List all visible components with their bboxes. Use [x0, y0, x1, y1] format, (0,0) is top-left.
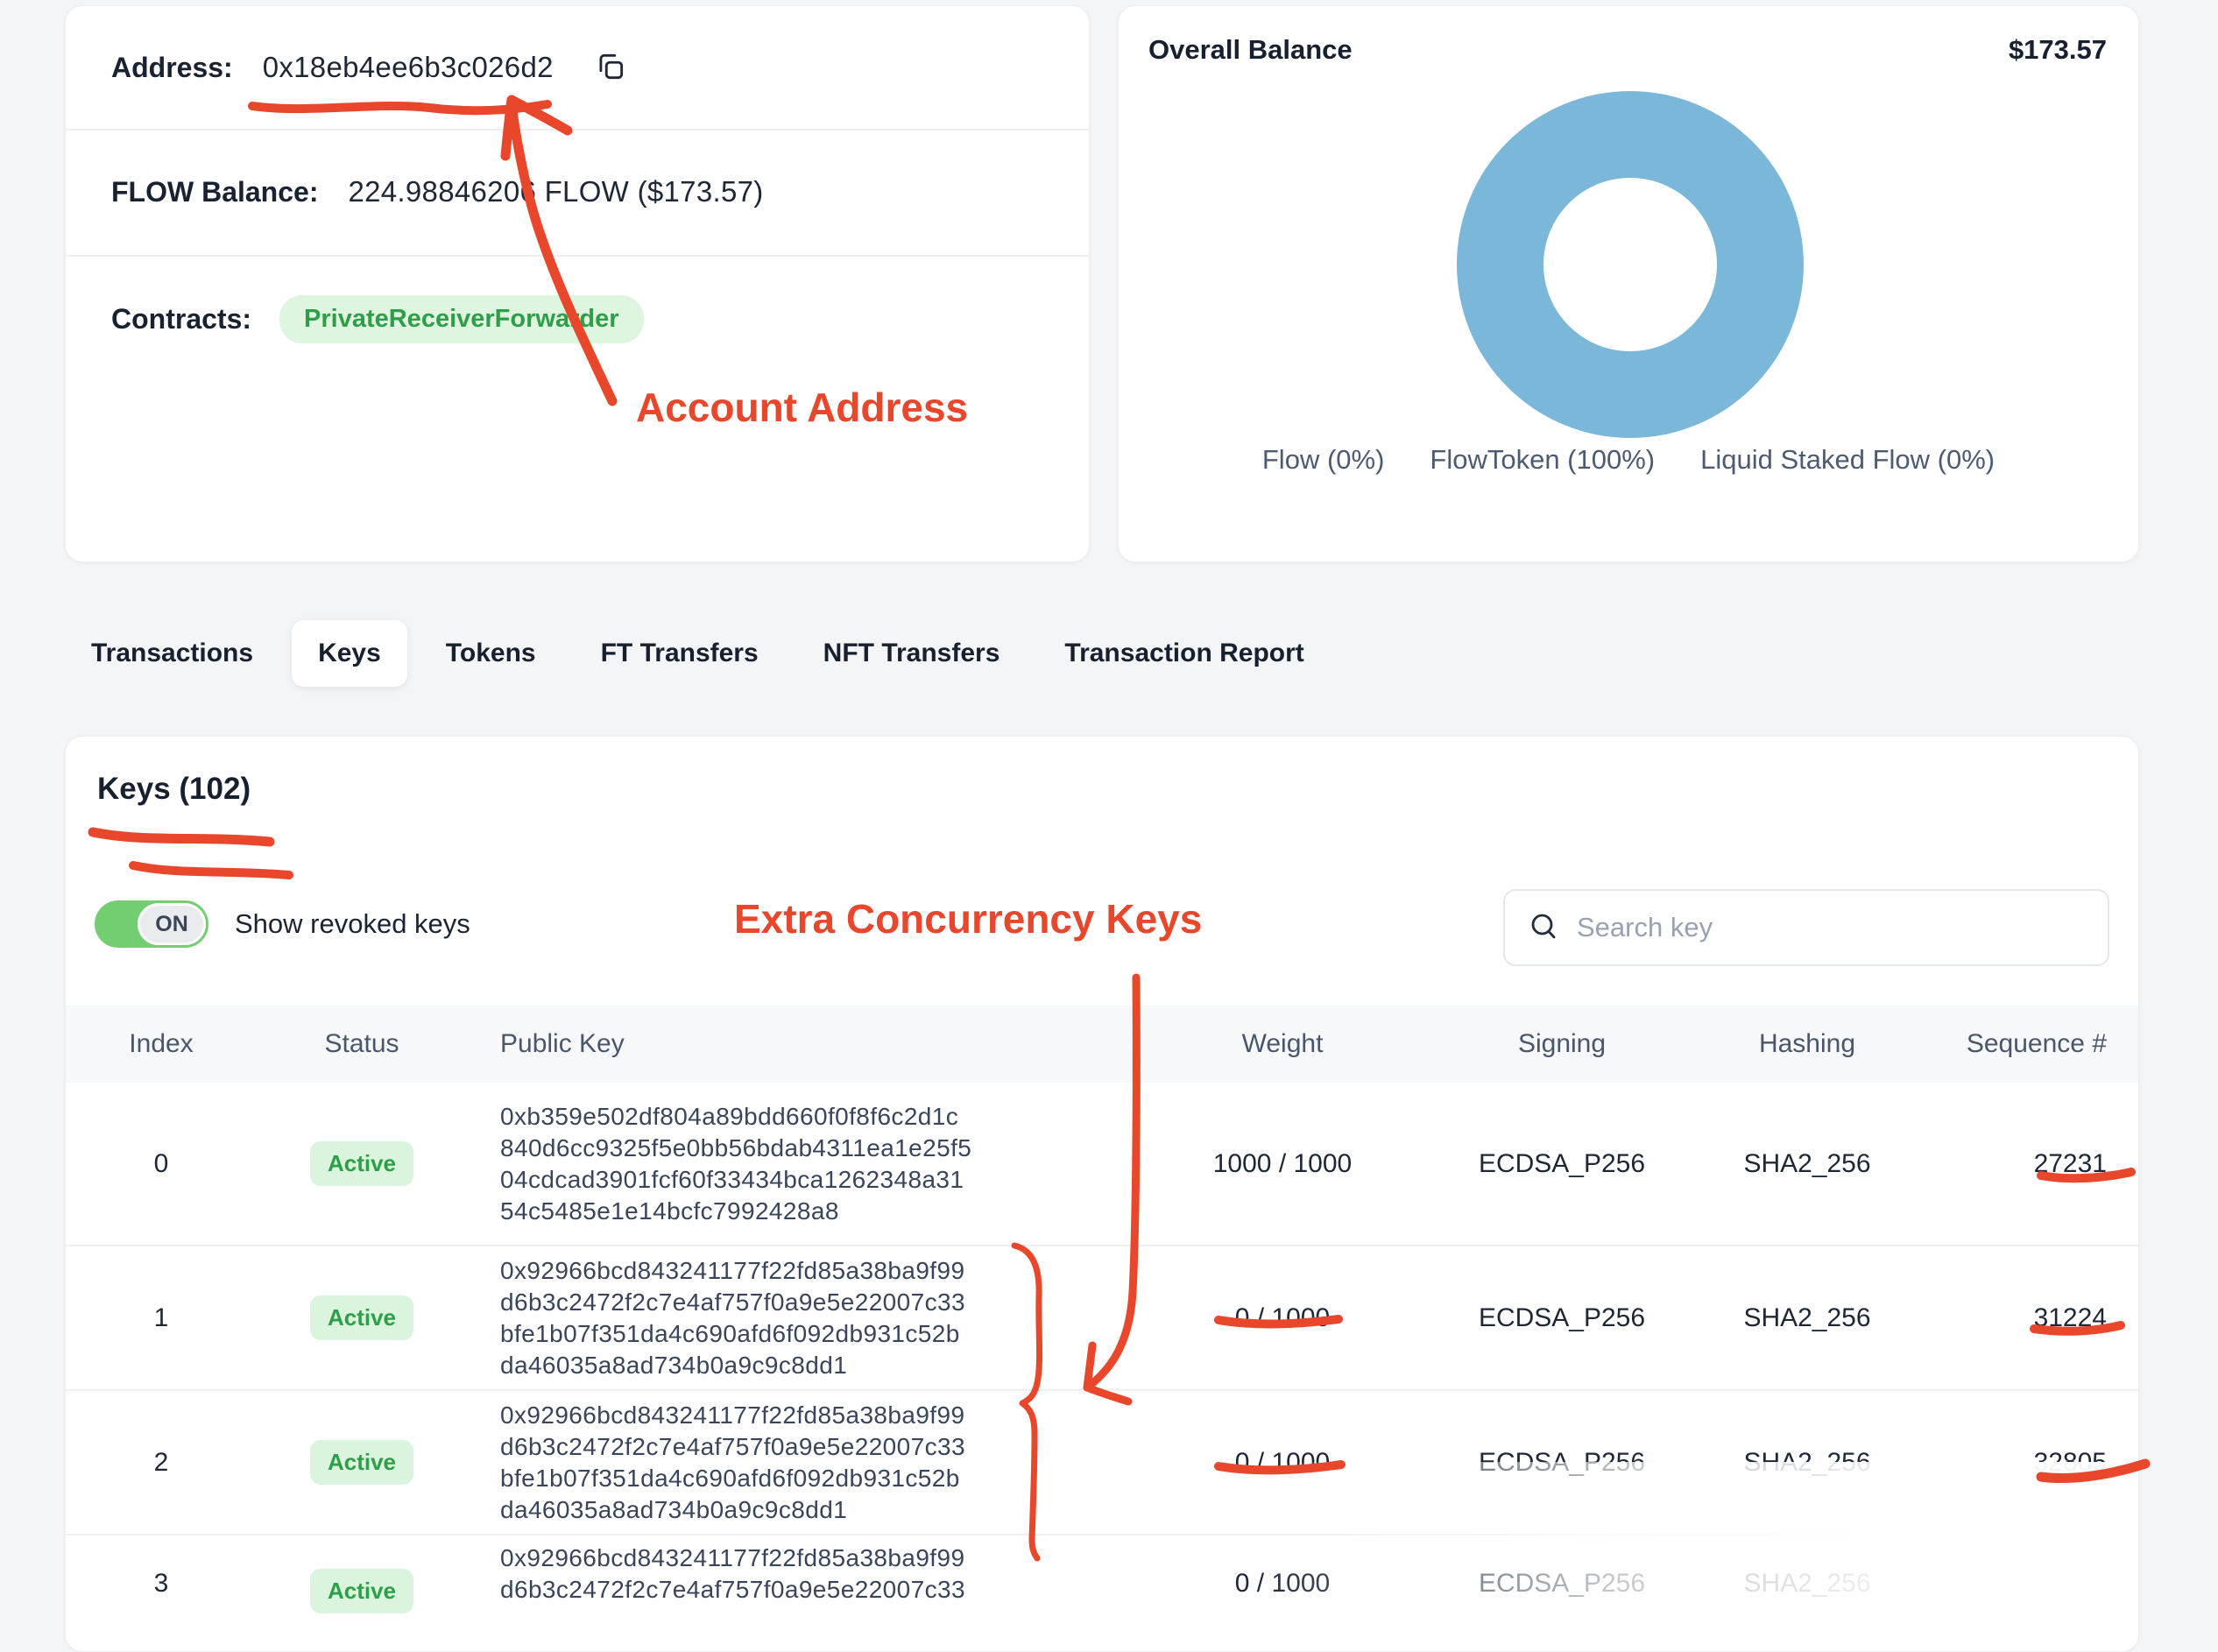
- column-header-signing: Signing: [1517, 1029, 1607, 1058]
- contracts-row: Contracts: PrivateReceiverForwarder: [111, 262, 1063, 376]
- key-signing: ECDSA_P256: [1478, 1447, 1646, 1477]
- search-key-box: [1503, 889, 2109, 966]
- status-badge: Active: [309, 1569, 414, 1613]
- address-value: 0x18eb4ee6b3c026d2: [262, 51, 554, 83]
- key-row-2: 2 Active 0x92966bcd843241177f22fd85a38ba…: [66, 1389, 2138, 1534]
- key-hashing: SHA2_256: [1743, 1148, 1871, 1178]
- public-key: 0x92966bcd843241177f22fd85a38ba9f99 d6b3…: [500, 1544, 965, 1603]
- keys-panel: Keys (102) ON Show revoked keys Index St…: [65, 736, 2139, 1652]
- tab-ft-transfers[interactable]: FT Transfers: [575, 620, 785, 687]
- balance-card-header: Overall Balance $173.57: [1148, 34, 2107, 66]
- key-row-1: 1 Active 0x92966bcd843241177f22fd85a38ba…: [66, 1245, 2138, 1389]
- status-badge: Active: [309, 1440, 414, 1485]
- tab-tokens[interactable]: Tokens: [420, 620, 562, 687]
- key-index: 2: [153, 1447, 169, 1477]
- key-row-3: 3 Active 0x92966bcd843241177f22fd85a38ba…: [66, 1534, 2138, 1651]
- key-weight: 0 / 1000: [1234, 1569, 1331, 1598]
- tab-nft-transfers[interactable]: NFT Transfers: [797, 620, 1027, 687]
- show-revoked-keys-toggle[interactable]: ON: [95, 900, 208, 948]
- address-row: Address: 0x18eb4ee6b3c026d2: [111, 6, 1063, 129]
- key-signing: ECDSA_P256: [1478, 1148, 1646, 1178]
- key-weight: 0 / 1000: [1234, 1303, 1331, 1332]
- key-hashing: SHA2_256: [1743, 1303, 1871, 1332]
- status-badge: Active: [309, 1141, 414, 1186]
- key-sequence: 27231: [2033, 1148, 2107, 1178]
- key-index: 3: [153, 1569, 169, 1598]
- contracts-label: Contracts:: [111, 302, 252, 335]
- tab-keys[interactable]: Keys: [292, 620, 407, 687]
- column-header-hashing: Hashing: [1758, 1029, 1856, 1058]
- donut-chart: [1457, 91, 1804, 438]
- copy-address-button[interactable]: [594, 50, 627, 86]
- flow-balance-row: FLOW Balance: 224.98846206 FLOW ($173.57…: [111, 131, 1063, 253]
- address-label: Address:: [111, 51, 233, 83]
- flow-balance-label: FLOW Balance:: [111, 175, 319, 208]
- key-hashing: SHA2_256: [1743, 1447, 1871, 1477]
- chart-legend: Flow (0%) FlowToken (100%) Liquid Staked…: [1119, 444, 2138, 476]
- account-summary-card: Address: 0x18eb4ee6b3c026d2 FLOW Balance…: [65, 5, 1090, 562]
- divider: [66, 255, 1089, 257]
- keys-title: Keys (102): [97, 772, 251, 806]
- overall-balance-card: Overall Balance $173.57 Flow (0%) FlowTo…: [1118, 5, 2139, 562]
- toggle-thumb: ON: [138, 903, 206, 945]
- tab-transactions[interactable]: Transactions: [65, 620, 279, 687]
- column-header-sequence: Sequence #: [1966, 1029, 2107, 1058]
- column-header-weight: Weight: [1241, 1029, 1324, 1058]
- column-header-public-key: Public Key: [500, 1029, 625, 1058]
- legend-item-liquid-staked-flow[interactable]: Liquid Staked Flow (0%): [1700, 444, 1995, 475]
- key-weight: 0 / 1000: [1234, 1447, 1331, 1477]
- column-header-status: Status: [324, 1029, 399, 1058]
- tab-transaction-report[interactable]: Transaction Report: [1038, 620, 1330, 687]
- key-signing: ECDSA_P256: [1478, 1569, 1646, 1598]
- flow-balance-value: 224.98846206 FLOW ($173.57): [348, 175, 764, 208]
- public-key: 0x92966bcd843241177f22fd85a38ba9f99 d6b3…: [500, 1256, 965, 1379]
- toggle-label: Show revoked keys: [235, 908, 470, 939]
- search-key-input[interactable]: [1577, 912, 2085, 943]
- search-icon: [1528, 910, 1559, 946]
- balance-card-title: Overall Balance: [1148, 34, 1353, 65]
- legend-item-flowtoken[interactable]: FlowToken (100%): [1430, 444, 1656, 475]
- key-index: 0: [153, 1148, 169, 1178]
- key-index: 1: [153, 1303, 169, 1332]
- contract-badge[interactable]: PrivateReceiverForwarder: [279, 294, 644, 343]
- balance-total-value: $173.57: [2008, 34, 2107, 65]
- legend-item-flow[interactable]: Flow (0%): [1261, 444, 1385, 475]
- key-sequence: 31224: [2033, 1303, 2107, 1332]
- key-hashing: SHA2_256: [1743, 1569, 1871, 1598]
- public-key: 0x92966bcd843241177f22fd85a38ba9f99 d6b3…: [500, 1401, 965, 1523]
- copy-icon: [594, 50, 627, 86]
- key-signing: ECDSA_P256: [1478, 1303, 1646, 1332]
- key-row-0: 0 Active 0xb359e502df804a89bdd660f0f8f6c…: [66, 1083, 2138, 1245]
- key-weight: 1000 / 1000: [1212, 1148, 1353, 1178]
- revoked-keys-toggle-row: ON Show revoked keys: [95, 900, 470, 949]
- account-tabs: Transactions Keys Tokens FT Transfers NF…: [65, 620, 1331, 687]
- key-sequence: [1925, 1536, 2107, 1569]
- keys-table-header: Index Status Public Key Weight Signing H…: [66, 1006, 2138, 1083]
- key-sequence: 32805: [2033, 1447, 2107, 1477]
- column-header-index: Index: [129, 1029, 194, 1058]
- status-badge: Active: [309, 1295, 414, 1340]
- public-key: 0xb359e502df804a89bdd660f0f8f6c2d1c 840d…: [500, 1102, 972, 1225]
